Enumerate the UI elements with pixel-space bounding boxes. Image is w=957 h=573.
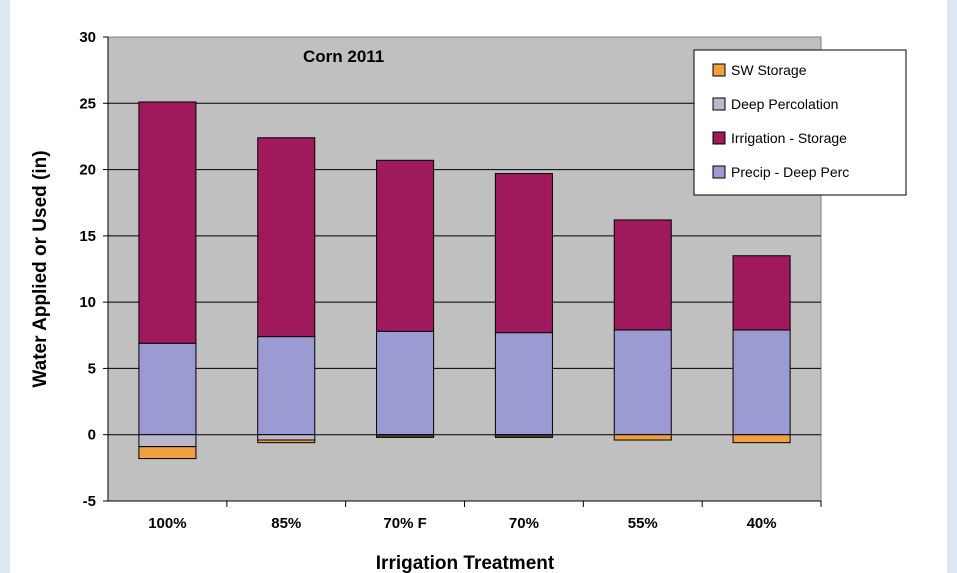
bar-segment bbox=[376, 159, 435, 332]
y-tick-label: -5 bbox=[83, 493, 96, 510]
bar-segment bbox=[257, 137, 316, 338]
bar-segment bbox=[138, 434, 197, 448]
bar-segment bbox=[494, 332, 553, 436]
bar-segment bbox=[257, 439, 316, 444]
bar-segment bbox=[376, 330, 435, 436]
y-tick-label: 25 bbox=[79, 95, 96, 112]
bar-segment bbox=[494, 173, 553, 334]
bar-segment bbox=[732, 434, 791, 444]
x-tick-label: 100% bbox=[148, 515, 186, 532]
y-tick-label: 15 bbox=[79, 228, 96, 245]
bar-segment bbox=[613, 219, 672, 331]
legend-label: SW Storage bbox=[731, 62, 807, 78]
bar-segment bbox=[732, 255, 791, 331]
x-axis-title: Irrigation Treatment bbox=[376, 553, 555, 573]
bar-segment bbox=[376, 435, 435, 438]
x-tick-label: 70% F bbox=[383, 515, 426, 532]
bar-segment bbox=[613, 329, 672, 436]
legend-label: Irrigation - Storage bbox=[731, 130, 847, 146]
legend: SW Storage Deep Percolation Irrigation - S… bbox=[693, 49, 907, 196]
y-tick-label: 0 bbox=[88, 427, 96, 444]
bar-segment bbox=[138, 342, 197, 436]
legend-label: Deep Percolation bbox=[731, 96, 838, 112]
legend-swatch bbox=[712, 165, 726, 179]
x-tick-label: 55% bbox=[628, 515, 658, 532]
bar-segment bbox=[732, 329, 791, 436]
y-tick-label: 10 bbox=[79, 294, 96, 311]
x-tick-label: 40% bbox=[747, 515, 777, 532]
x-tick-label: 85% bbox=[271, 515, 301, 532]
x-tick-label: 70% bbox=[509, 515, 539, 532]
legend-box bbox=[693, 49, 907, 196]
y-tick-label: 5 bbox=[88, 360, 96, 377]
chart-title: Corn 2011 bbox=[303, 47, 384, 66]
bar-segment bbox=[613, 434, 672, 441]
legend-swatch bbox=[712, 131, 726, 145]
y-tick-label: 30 bbox=[79, 29, 96, 46]
bar-segment bbox=[494, 435, 553, 438]
bar-segment bbox=[257, 336, 316, 436]
legend-label: Precip - Deep Perc bbox=[731, 164, 849, 180]
bar-segment bbox=[138, 446, 197, 460]
y-tick-label: 20 bbox=[79, 162, 96, 179]
bar-segment bbox=[138, 101, 197, 344]
bar-segment bbox=[257, 434, 316, 441]
y-axis-title: Water Applied or Used (in) bbox=[30, 150, 51, 387]
legend-swatch bbox=[712, 97, 726, 111]
legend-swatch bbox=[712, 63, 726, 77]
